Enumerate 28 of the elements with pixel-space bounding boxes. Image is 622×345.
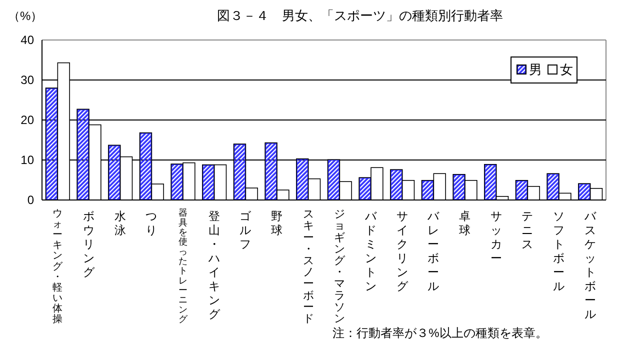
legend-label: 女: [560, 62, 573, 77]
y-tick-label: 20: [20, 113, 34, 127]
text: 注：行動者率が３%以上の種類を表章。: [332, 326, 548, 340]
category-label: 器具を使ったトレーニング: [178, 208, 188, 324]
x-tick-label: バスケットボール: [583, 211, 598, 321]
category-label: ジョギング・マラソン: [334, 208, 346, 325]
y-axis-title: （%）: [8, 9, 43, 23]
x-tick-label: サッカー: [490, 211, 502, 265]
x-tick-label: 卓球: [459, 210, 471, 237]
y-tick-label: 10: [20, 153, 34, 167]
category-label: ウォーキング・軽い体操: [52, 208, 63, 325]
x-tick-label: バドミントン: [364, 211, 378, 293]
legend-label: 男: [529, 62, 542, 77]
x-tick-label: 登山・ハイキング: [207, 210, 222, 321]
y-tick-label: 30: [20, 73, 34, 87]
x-tick-label: ソフトボール: [553, 211, 565, 293]
chart-title: 図３－４ 男女、「スポーツ」の種類別行動者率: [217, 8, 503, 23]
y-tick-label: 0: [27, 193, 34, 207]
x-tick-label: 水泳: [114, 210, 126, 237]
x-tick-label: テニス: [522, 211, 534, 251]
x-tick-label: バレーボール: [426, 211, 441, 293]
x-tick-label: ゴルフ: [240, 210, 253, 251]
x-tick-label: サイクリング: [396, 211, 410, 293]
x-tick-label: つり: [146, 211, 158, 237]
category-label: スキー・スノーボード: [302, 208, 314, 325]
x-tick-label: 野球: [271, 210, 283, 237]
x-tick-label: ボウリング: [83, 210, 96, 279]
y-tick-label: 40: [20, 33, 34, 47]
